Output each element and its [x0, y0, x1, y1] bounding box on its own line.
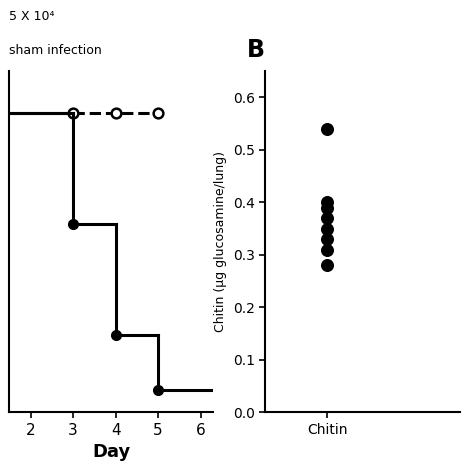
Y-axis label: Chitin (µg glucosamine/lung): Chitin (µg glucosamine/lung)	[214, 151, 228, 332]
Point	[323, 262, 331, 269]
X-axis label: Day: Day	[92, 443, 130, 461]
Text: sham infection: sham infection	[9, 44, 102, 57]
Point	[323, 204, 331, 211]
Point	[323, 199, 331, 206]
Text: 5 X 10⁴: 5 X 10⁴	[9, 9, 55, 23]
Point	[323, 214, 331, 222]
Point	[323, 246, 331, 254]
Point	[323, 225, 331, 232]
Point	[323, 125, 331, 133]
Point	[323, 235, 331, 243]
Text: B: B	[246, 38, 264, 62]
